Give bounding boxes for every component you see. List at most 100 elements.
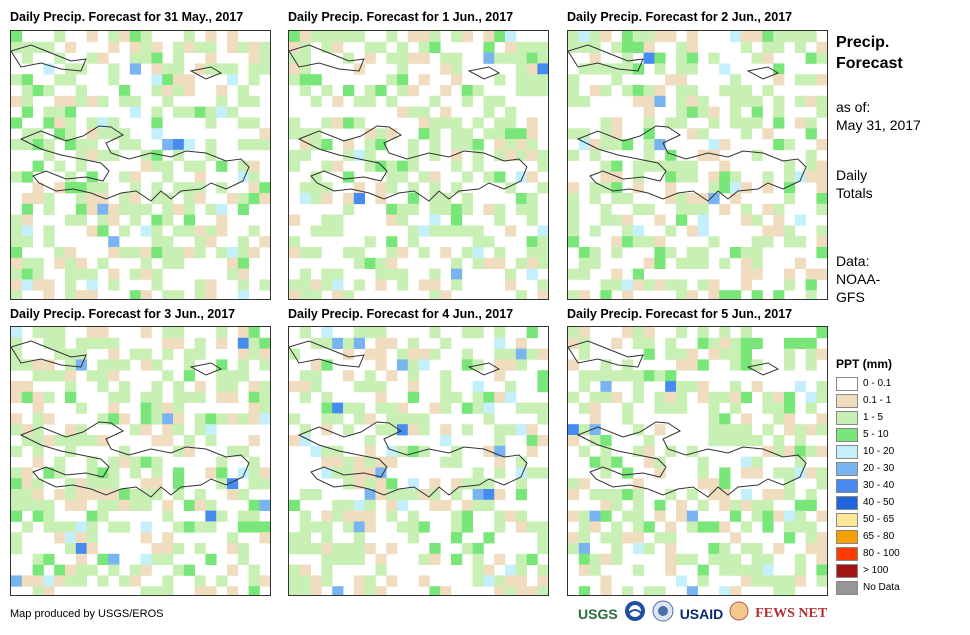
precip-cell <box>676 279 688 291</box>
precip-cell <box>762 171 774 183</box>
precip-cell <box>451 489 463 501</box>
precip-cell <box>816 225 827 237</box>
precip-cell <box>364 236 376 248</box>
precip-cell <box>54 327 66 339</box>
precip-cell <box>119 85 131 97</box>
precip-cell <box>440 499 452 511</box>
precip-cell <box>11 467 23 479</box>
precip-cell <box>751 499 763 511</box>
precip-cell <box>129 31 141 43</box>
precip-cell <box>32 257 44 269</box>
precip-cell <box>505 348 517 360</box>
precip-cell <box>418 424 430 436</box>
precip-cell <box>397 41 409 53</box>
precip-cell <box>11 327 23 339</box>
precip-cell <box>461 203 473 215</box>
precip-cell <box>21 478 33 490</box>
precip-cell <box>665 445 677 457</box>
precip-cell <box>568 424 580 436</box>
precip-cell <box>429 203 441 215</box>
precip-cell <box>173 63 185 75</box>
precip-cell <box>397 424 409 436</box>
precip-cell <box>805 268 817 280</box>
precip-cell <box>32 553 44 565</box>
precip-cell <box>740 564 752 576</box>
precip-cell <box>686 193 698 205</box>
precip-cell <box>537 290 548 299</box>
precip-cell <box>129 171 141 183</box>
precip-cell <box>697 575 709 587</box>
precip-cell <box>32 391 44 403</box>
precip-cell <box>611 391 623 403</box>
precip-cell <box>816 182 827 194</box>
precip-cell <box>784 160 796 172</box>
precip-cell <box>816 478 827 490</box>
precip-cell <box>451 139 463 151</box>
precip-cell <box>589 193 601 205</box>
precip-cell <box>600 117 612 129</box>
precip-cell <box>589 564 601 576</box>
precip-cell <box>505 279 517 291</box>
precip-cell <box>816 445 827 457</box>
precip-cell <box>248 413 260 425</box>
precip-cell <box>589 31 601 43</box>
precip-cell <box>151 435 163 447</box>
precip-cell <box>794 214 806 226</box>
precip-cell <box>151 402 163 414</box>
precip-cell <box>407 52 419 64</box>
precip-cell <box>108 236 120 248</box>
precip-cell <box>762 236 774 248</box>
precip-cell <box>611 193 623 205</box>
precip-cell <box>259 402 270 414</box>
coastline <box>467 66 501 80</box>
precip-cell <box>526 586 538 595</box>
precip-cell <box>730 348 742 360</box>
precip-cell <box>259 532 270 544</box>
precip-cell <box>194 182 206 194</box>
precip-cell <box>151 553 163 565</box>
precip-cell <box>461 424 473 436</box>
precip-cell <box>43 435 55 447</box>
precip-cell <box>708 553 720 565</box>
precip-cell <box>418 279 430 291</box>
precip-cell <box>97 499 109 511</box>
precip-cell <box>75 478 87 490</box>
precip-cell <box>686 290 698 299</box>
precip-cell <box>461 95 473 107</box>
precip-cell <box>526 63 538 75</box>
precip-cell <box>429 149 441 161</box>
precip-cell <box>86 279 98 291</box>
precip-cell <box>386 456 398 468</box>
precip-cell <box>578 268 590 280</box>
precip-cell <box>589 489 601 501</box>
precip-cell <box>194 279 206 291</box>
precip-cell <box>708 139 720 151</box>
precip-cell <box>216 510 228 522</box>
precip-cell <box>21 268 33 280</box>
precip-cell <box>676 106 688 118</box>
precip-cell <box>299 435 311 447</box>
precip-cell <box>237 279 249 291</box>
precip-cell <box>173 402 185 414</box>
precip-cell <box>43 149 55 161</box>
coastline <box>289 44 365 72</box>
precip-cell <box>762 128 774 140</box>
precip-cell <box>784 532 796 544</box>
precip-cell <box>794 553 806 565</box>
precip-cell <box>708 149 720 161</box>
precip-cell <box>611 456 623 468</box>
precip-cell <box>227 247 239 259</box>
precip-cell <box>43 413 55 425</box>
precip-cell <box>86 327 98 339</box>
precip-cell <box>676 193 688 205</box>
precip-cell <box>494 456 506 468</box>
precip-cell <box>600 575 612 587</box>
precip-cell <box>194 381 206 393</box>
legend-swatch <box>836 580 858 595</box>
precip-cell <box>483 489 495 501</box>
precip-cell <box>343 31 355 43</box>
precip-cell <box>578 521 590 533</box>
precip-cell <box>407 225 419 237</box>
precip-cell <box>407 193 419 205</box>
precip-cell <box>440 435 452 447</box>
